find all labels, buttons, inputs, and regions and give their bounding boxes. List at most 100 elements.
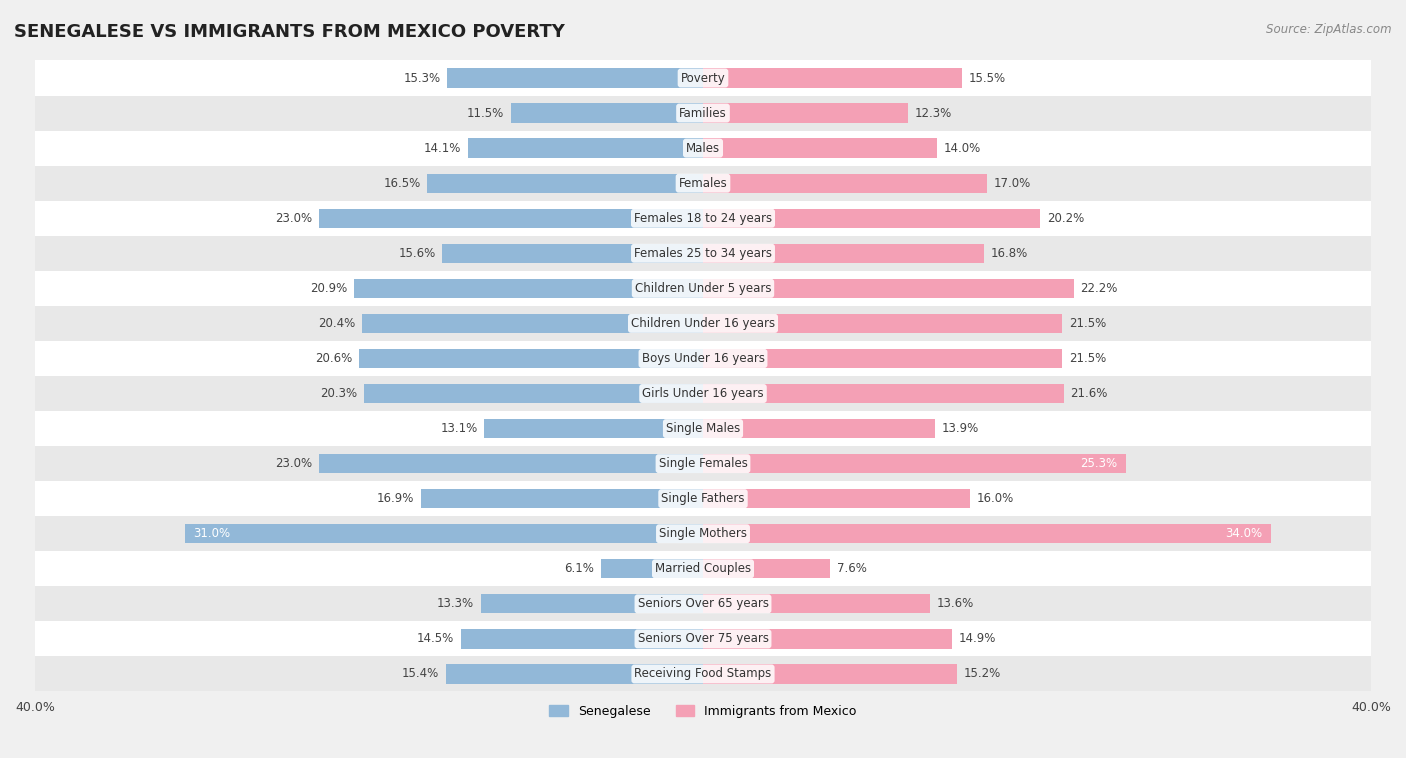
Text: Females 18 to 24 years: Females 18 to 24 years [634,211,772,224]
Bar [186,524,703,543]
Text: Boys Under 16 years: Boys Under 16 years [641,352,765,365]
Text: Males: Males [686,142,720,155]
Bar [319,454,703,473]
Text: 16.5%: 16.5% [384,177,420,190]
Bar [35,271,1371,306]
Text: 11.5%: 11.5% [467,107,505,120]
Text: 7.6%: 7.6% [837,562,866,575]
Text: Single Females: Single Females [658,457,748,470]
Text: 23.0%: 23.0% [276,457,312,470]
Bar [703,279,1074,298]
Bar [35,61,1371,96]
Bar [461,629,703,649]
Bar [481,594,703,613]
Text: 31.0%: 31.0% [194,528,231,540]
Bar [703,664,957,684]
Text: 16.8%: 16.8% [990,247,1028,260]
Text: 13.1%: 13.1% [440,422,478,435]
Text: Receiving Food Stamps: Receiving Food Stamps [634,668,772,681]
Text: 15.5%: 15.5% [969,71,1005,84]
Text: 21.5%: 21.5% [1069,317,1107,330]
Bar [35,551,1371,587]
Text: Children Under 16 years: Children Under 16 years [631,317,775,330]
Text: 6.1%: 6.1% [565,562,595,575]
Legend: Senegalese, Immigrants from Mexico: Senegalese, Immigrants from Mexico [544,700,862,723]
Bar [703,524,1271,543]
Bar [35,130,1371,166]
Bar [35,166,1371,201]
Bar [703,139,936,158]
Bar [484,419,703,438]
Text: Females 25 to 34 years: Females 25 to 34 years [634,247,772,260]
Bar [420,489,703,509]
Text: Single Mothers: Single Mothers [659,528,747,540]
Text: 25.3%: 25.3% [1080,457,1118,470]
Bar [364,384,703,403]
Text: 22.2%: 22.2% [1080,282,1118,295]
Text: 20.9%: 20.9% [309,282,347,295]
Text: Single Males: Single Males [666,422,740,435]
Text: Poverty: Poverty [681,71,725,84]
Bar [35,622,1371,656]
Text: 13.3%: 13.3% [437,597,474,610]
Bar [446,664,703,684]
Text: 15.2%: 15.2% [963,668,1001,681]
Bar [443,243,703,263]
Text: Source: ZipAtlas.com: Source: ZipAtlas.com [1267,23,1392,36]
Text: Single Fathers: Single Fathers [661,492,745,505]
Bar [703,384,1064,403]
Text: 23.0%: 23.0% [276,211,312,224]
Bar [319,208,703,228]
Text: 12.3%: 12.3% [915,107,952,120]
Text: 20.3%: 20.3% [321,387,357,400]
Bar [703,454,1126,473]
Text: Seniors Over 75 years: Seniors Over 75 years [637,632,769,645]
Text: 20.2%: 20.2% [1047,211,1084,224]
Bar [359,349,703,368]
Text: 14.1%: 14.1% [423,142,461,155]
Bar [703,489,970,509]
Bar [703,314,1062,333]
Text: Children Under 5 years: Children Under 5 years [634,282,772,295]
Bar [703,68,962,88]
Text: 13.9%: 13.9% [942,422,979,435]
Text: 16.0%: 16.0% [977,492,1014,505]
Bar [703,594,931,613]
Bar [703,103,908,123]
Text: Seniors Over 65 years: Seniors Over 65 years [637,597,769,610]
Bar [703,174,987,193]
Bar [447,68,703,88]
Text: 15.6%: 15.6% [398,247,436,260]
Text: 17.0%: 17.0% [994,177,1031,190]
Text: 16.9%: 16.9% [377,492,413,505]
Bar [703,349,1062,368]
Bar [703,629,952,649]
Text: 14.9%: 14.9% [959,632,995,645]
Text: 14.0%: 14.0% [943,142,981,155]
Text: 14.5%: 14.5% [418,632,454,645]
Bar [35,376,1371,411]
Bar [35,96,1371,130]
Text: 15.3%: 15.3% [404,71,441,84]
Text: 20.6%: 20.6% [315,352,353,365]
Text: SENEGALESE VS IMMIGRANTS FROM MEXICO POVERTY: SENEGALESE VS IMMIGRANTS FROM MEXICO POV… [14,23,565,41]
Bar [35,481,1371,516]
Bar [354,279,703,298]
Bar [35,201,1371,236]
Bar [35,587,1371,622]
Text: Females: Females [679,177,727,190]
Bar [35,306,1371,341]
Text: 15.4%: 15.4% [402,668,439,681]
Bar [468,139,703,158]
Text: 20.4%: 20.4% [318,317,356,330]
Bar [427,174,703,193]
Text: Girls Under 16 years: Girls Under 16 years [643,387,763,400]
Bar [703,208,1040,228]
Bar [35,656,1371,691]
Bar [363,314,703,333]
Bar [35,516,1371,551]
Bar [35,236,1371,271]
Bar [703,419,935,438]
Bar [35,341,1371,376]
Bar [703,243,984,263]
